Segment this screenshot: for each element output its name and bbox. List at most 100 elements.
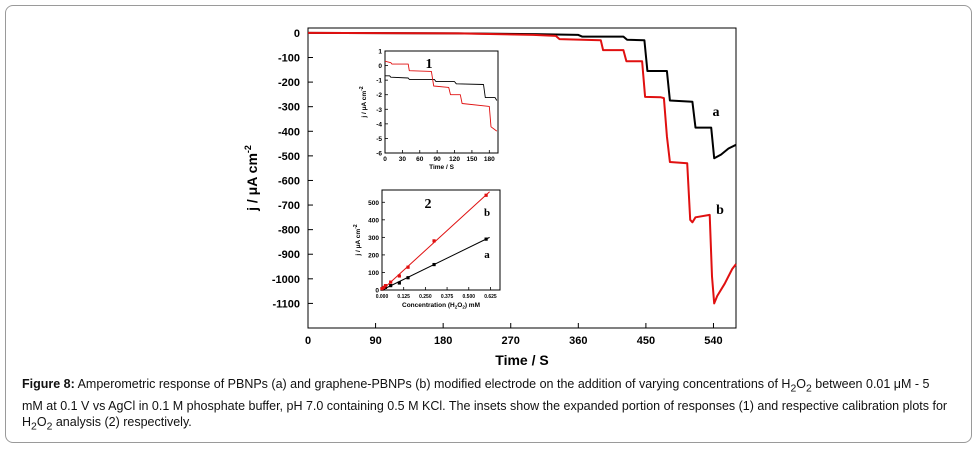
main-x-tick-label: 0 [305,335,311,347]
inset2-y-tick-label: 100 [368,270,379,277]
main-x-tick-label: 540 [704,335,722,347]
inset2-series-a-point [397,281,401,285]
inset2-x-tick-label: 0.125 [397,294,410,300]
caption-sub-2b: 2 [805,383,812,395]
inset2-x-axis-label-sub-b: 2 [462,305,465,310]
inset1-y-tick-label: 0 [378,63,382,70]
caption-label: Figure 8: [22,377,75,391]
inset1-series-b-line [384,60,498,132]
inset1-x-tick-label: 0 [383,156,387,163]
main-y-axis-label: j / μA cm-2 [243,145,260,212]
inset1-y-tick-label: -5 [376,136,382,143]
inset2-x-axis-label: Concentration (H2O2) mM [402,302,480,310]
inset2-y-tick-label: 300 [368,235,379,242]
inset2-series-b-point [484,193,488,197]
inset2-series-b-fit-line [381,191,490,291]
main-series-b-label: b [716,203,724,218]
inset2-series-a-point [389,284,393,288]
inset2-series-b-point [383,284,388,288]
inset1-y-tick-label: -2 [376,92,382,99]
inset1-y-tick-label: -1 [376,78,382,85]
caption-sub-2c: 2 [31,421,37,432]
caption-sub-2d: 2 [46,421,53,432]
inset2-x-tick-label: 0.500 [463,294,476,300]
inset2-series-a-point [432,262,436,267]
inset2-series-b-label: b [484,207,490,219]
caption-text-3: analysis (2) respectively. [52,414,192,429]
inset2-x-tick-label: 0.000 [376,294,389,300]
inset2-x-axis-label-text: Concentration (H [402,302,455,309]
inset2-y-tick-label: 400 [368,217,379,224]
inset2-series-a-fit-line [381,236,490,291]
main-y-tick-label: -300 [278,102,300,114]
inset1-x-tick-label: 90 [434,156,442,163]
main-x-tick-label: 450 [637,335,655,347]
inset1-y-axis-label: j / μA cm-2 [359,86,368,119]
caption-sub-2a: 2 [790,383,797,395]
inset2-series-b-point [432,239,436,243]
inset2-series-b-point [389,280,393,284]
main-x-tick-label: 270 [502,335,520,347]
main-y-tick-label: -800 [278,225,300,237]
inset2-series-b-point [380,286,384,291]
inset1-y-tick-label: -4 [376,121,382,128]
main-series-b-line [307,31,737,305]
inset2-series-a-point [406,276,410,280]
inset1-y-tick-label: -6 [376,151,382,158]
inset2-x-tick-label: 0.625 [484,294,497,300]
main-y-tick-label: -600 [278,175,300,187]
inset2-series-a-label: a [484,249,490,261]
main-y-tick-label: -400 [278,126,300,138]
inset2-series-b-point [397,274,401,278]
inset2-y-tick-label: 0 [375,288,379,295]
main-x-tick-label: 90 [369,335,381,347]
caption-o-b: O [36,414,47,429]
inset1-plot-frame [384,50,499,154]
main-plot-frame [307,27,737,329]
inset2-plot-frame [381,189,501,291]
main-y-tick-label: 0 [294,28,300,40]
main-series-a-line [307,31,737,160]
inset2-y-tick-label: 500 [368,200,379,207]
inset1-x-tick-label: 60 [416,156,424,163]
inset1-x-tick-label: 120 [449,156,460,163]
inset2-series-b-point [382,285,386,289]
main-x-tick-label: 180 [434,335,452,347]
caption-text-2: between 0.01 μM - 5 mM at 0.1 V vs AgCl … [22,377,948,429]
inset2-series-b-point [406,265,410,269]
inset1-x-tick-label: 150 [466,156,477,163]
inset2-x-tick-label: 0.250 [419,294,432,300]
main-x-axis-label: Time / S [495,352,548,368]
main-y-tick-label: -500 [278,151,300,163]
main-y-axis-label-sup: -2 [243,145,253,153]
inset1-y-tick-label: -3 [376,107,382,114]
inset2-y-axis-label-sup: -2 [353,224,359,229]
inset2-x-axis-label-end: ) mM [465,302,480,309]
inset2-x-axis-label-sub-a: 2 [455,305,458,310]
inset2-label: 2 [425,197,432,212]
main-y-tick-label: -1100 [272,298,300,310]
main-y-tick-label: -900 [278,249,300,261]
main-y-tick-label: -200 [278,77,300,89]
inset1-x-tick-label: 180 [484,156,495,163]
inset1-y-axis-label-sup: -2 [359,86,365,91]
inset1-label: 1 [426,57,433,72]
main-series-a-label: a [713,105,720,120]
main-y-tick-label: -1000 [272,274,300,286]
inset2-y-axis-label: j / μA cm-2 [353,224,362,257]
main-y-tick-label: -700 [278,200,300,212]
figure-caption: Figure 8: Amperometric response of PBNPs… [22,376,952,435]
main-y-tick-label: -100 [278,53,300,65]
inset2-x-tick-label: 0.375 [441,294,454,300]
inset1-y-tick-label: 1 [378,49,382,56]
inset2-x-axis-label-o: O [457,302,462,309]
inset2-series-a-point [484,237,488,241]
inset1-series-a-line [385,75,498,101]
inset1-x-axis-label: Time / S [429,164,454,171]
caption-o-a: O [796,377,806,391]
main-x-tick-label: 360 [569,335,587,347]
inset2-y-tick-label: 200 [368,252,379,259]
inset1-x-tick-label: 30 [399,156,407,163]
caption-text-1: Amperometric response of PBNPs (a) and g… [74,377,791,391]
